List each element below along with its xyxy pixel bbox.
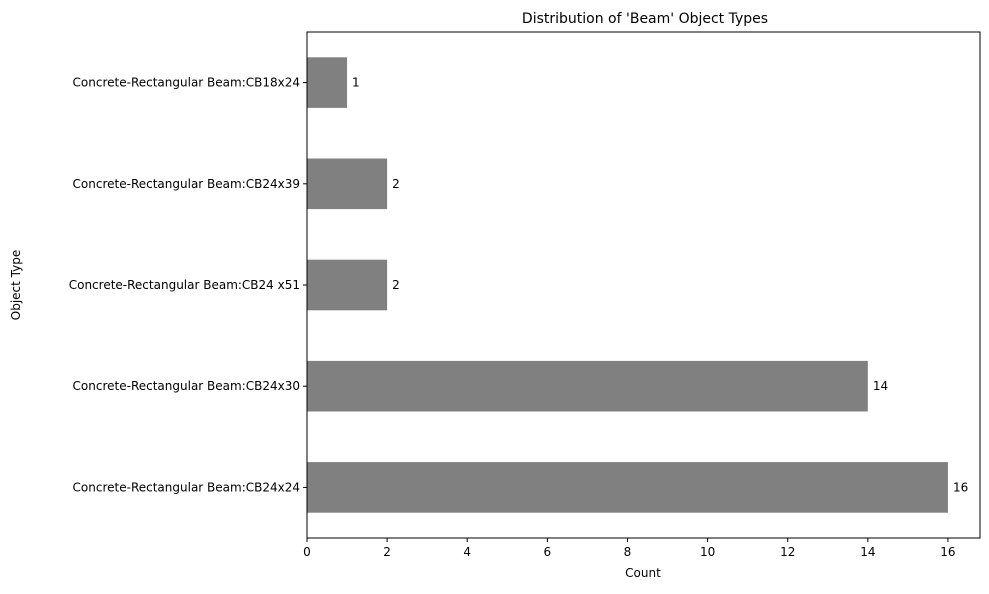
y-tick-label: Concrete-Rectangular Beam:CB24x39 [73,177,300,191]
bar [307,158,388,210]
bar-value-label: 2 [392,278,400,292]
x-tick-label: 10 [700,545,715,559]
plot-frame [306,31,981,539]
y-tick-label: Concrete-Rectangular Beam:CB24x24 [73,480,300,494]
bar [307,462,948,513]
x-tick-label: 14 [860,545,875,559]
x-tick-label: 0 [303,545,311,559]
bar-value-label: 2 [392,177,400,191]
bar-value-label: 1 [352,76,360,90]
bar [307,57,348,108]
bars-layer [307,57,948,513]
y-axis-label: Object Type [9,250,23,320]
x-tick-label: 12 [780,545,795,559]
x-tick-label: 16 [940,545,955,559]
x-tick-label: 4 [463,545,471,559]
bar-value-label: 14 [873,379,888,393]
x-tick-label: 6 [544,545,552,559]
data-labels-layer: 1 2 2 14 16 [352,76,968,495]
y-ticks-layer: Concrete-Rectangular Beam:CB18x24 Concret… [69,76,307,494]
bar [307,360,868,412]
x-tick-label: 8 [624,545,632,559]
y-tick-label: Concrete-Rectangular Beam:CB18x24 [73,76,300,90]
x-tick-label: 2 [383,545,391,559]
y-tick-label: Concrete-Rectangular Beam:CB24x30 [73,379,300,393]
chart-title: Distribution of 'Beam' Object Types [522,11,768,27]
bar-value-label: 16 [953,480,968,494]
x-ticks-layer: 0 2 4 6 8 10 12 14 16 [303,538,956,559]
bar [307,259,388,311]
y-tick-label: Concrete-Rectangular Beam:CB24 x51 [69,278,300,292]
x-axis-label: Count [625,566,661,580]
